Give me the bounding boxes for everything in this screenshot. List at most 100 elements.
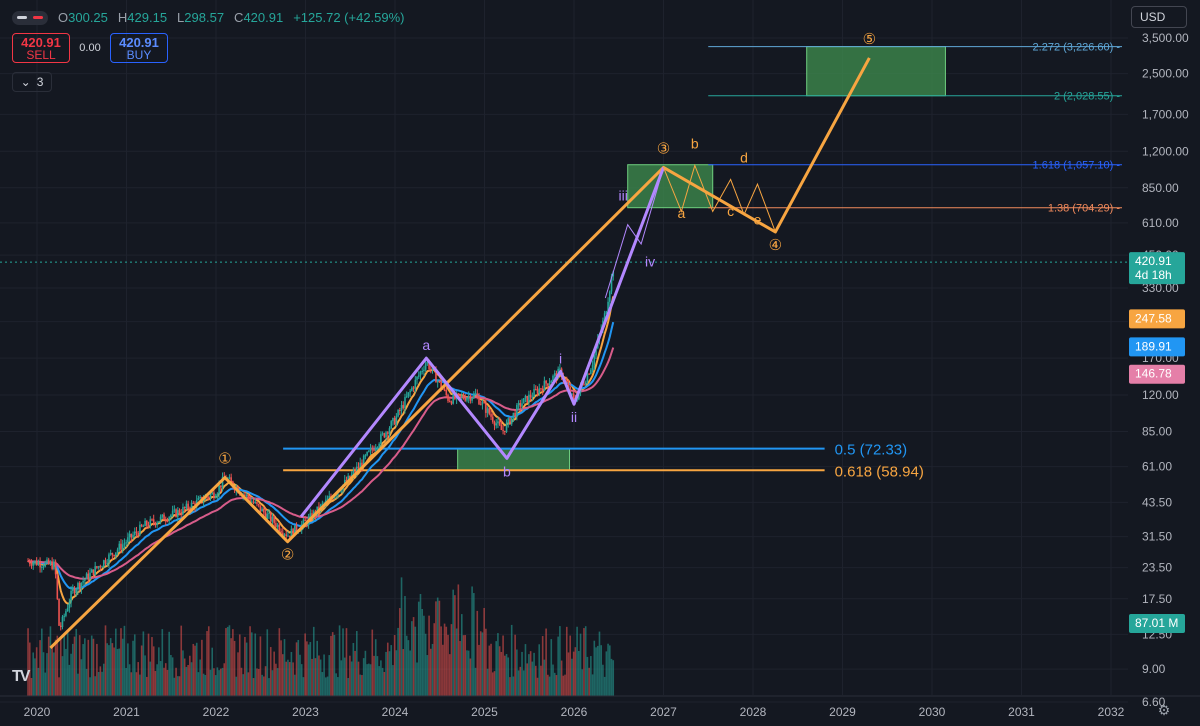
candle-body bbox=[423, 369, 425, 372]
candle-body bbox=[333, 495, 336, 499]
volume-bar bbox=[323, 654, 325, 696]
candle-body bbox=[357, 466, 360, 468]
sell-price: 420.91 bbox=[21, 35, 61, 50]
candle-body bbox=[399, 410, 401, 412]
volume-bar bbox=[144, 655, 146, 696]
candle-body bbox=[528, 394, 530, 403]
volume-bar bbox=[154, 670, 157, 696]
volume-bar bbox=[565, 626, 568, 696]
volume-bar bbox=[402, 649, 405, 696]
candle bbox=[471, 397, 473, 404]
volume-bar bbox=[180, 625, 183, 696]
candle-body bbox=[491, 416, 494, 422]
volume-bar bbox=[479, 631, 482, 696]
candle-body bbox=[271, 516, 274, 522]
time-axis[interactable]: 2020 2021 2022 2023 2024 2025 2026 2027 2028 2029… bbox=[0, 695, 1200, 719]
price-axis[interactable]: 3,500.00 2,500.00 1,700.00 1,200.00 850.00 61… bbox=[1129, 31, 1189, 709]
volume-bar bbox=[399, 608, 401, 696]
candle-body bbox=[51, 562, 53, 569]
candle bbox=[476, 389, 479, 400]
candle-body bbox=[571, 393, 573, 395]
indicators-toggle[interactable]: ⌄ 3 bbox=[12, 72, 52, 92]
currency-select[interactable]: USD bbox=[1131, 6, 1187, 28]
candle-body bbox=[53, 561, 55, 569]
volume-bar bbox=[195, 642, 198, 696]
volume-bar bbox=[562, 675, 565, 696]
volume-bar bbox=[380, 660, 382, 696]
volume-bar bbox=[328, 655, 331, 696]
volume-bar bbox=[423, 615, 425, 696]
candle-body bbox=[522, 398, 525, 404]
volume-bar bbox=[273, 651, 275, 696]
candle bbox=[49, 560, 52, 566]
candle bbox=[547, 383, 549, 391]
candle bbox=[94, 561, 96, 576]
candle-body bbox=[345, 479, 348, 482]
candle-body bbox=[354, 470, 356, 473]
candle-body bbox=[412, 387, 415, 389]
volume-bar bbox=[345, 628, 348, 696]
volume-bar bbox=[290, 651, 293, 696]
candle bbox=[491, 412, 494, 424]
candle-body bbox=[497, 421, 499, 424]
candle-body bbox=[612, 271, 615, 277]
volume-bar bbox=[541, 636, 544, 696]
candle bbox=[228, 474, 231, 480]
candle bbox=[519, 399, 522, 412]
volume-bar bbox=[65, 648, 67, 696]
candle bbox=[101, 565, 103, 568]
candle-body bbox=[543, 380, 546, 391]
candle-body bbox=[102, 560, 105, 567]
candle-body bbox=[526, 395, 528, 403]
symbol-menu-icon[interactable] bbox=[12, 10, 48, 25]
volume-bar bbox=[238, 634, 241, 696]
volume-bar bbox=[471, 586, 473, 696]
volume-bar bbox=[132, 640, 134, 696]
volume-bar bbox=[254, 633, 257, 696]
volume-bar bbox=[366, 664, 368, 696]
candle-body bbox=[164, 520, 167, 522]
volume-bar bbox=[454, 595, 456, 696]
candle bbox=[531, 392, 534, 402]
candle bbox=[61, 615, 64, 630]
candle bbox=[108, 552, 110, 568]
candle bbox=[417, 371, 420, 380]
candle-body bbox=[369, 448, 372, 451]
y-tick-label: 61.00 bbox=[1142, 460, 1172, 474]
candle-body bbox=[244, 494, 246, 496]
x-tick-label: 2028 bbox=[740, 705, 767, 719]
volume-bar bbox=[547, 674, 549, 696]
candle bbox=[423, 365, 425, 377]
volume-bar bbox=[569, 635, 572, 696]
candle-body bbox=[168, 517, 170, 521]
ema-value-tag: 247.58 bbox=[1129, 309, 1185, 329]
candle-body bbox=[462, 395, 465, 399]
candle-body bbox=[75, 589, 78, 594]
volume-bar bbox=[359, 674, 362, 696]
candle-body bbox=[37, 562, 40, 565]
volume-bar bbox=[392, 665, 394, 696]
last-price-tag-text: 420.91 bbox=[1135, 254, 1172, 268]
candle-body bbox=[509, 418, 511, 425]
candle-body bbox=[572, 393, 575, 400]
candle-body bbox=[411, 387, 413, 391]
volume-bar bbox=[490, 643, 492, 696]
fib-label: 1.38 (704.29) - bbox=[1048, 203, 1120, 215]
sell-button[interactable]: 420.91 SELL bbox=[12, 33, 70, 63]
volume-bar bbox=[553, 672, 556, 696]
candle-body bbox=[545, 380, 547, 384]
volume-bar bbox=[507, 657, 510, 696]
gear-icon[interactable]: ⚙ bbox=[1157, 702, 1171, 718]
volume-bar bbox=[56, 635, 59, 696]
candle bbox=[419, 370, 422, 380]
wave-letter-label: b bbox=[503, 463, 511, 479]
buy-button[interactable]: 420.91 BUY bbox=[110, 33, 168, 63]
candle bbox=[328, 490, 331, 500]
candle-body bbox=[213, 492, 215, 498]
candle-body bbox=[302, 519, 305, 525]
candle-body bbox=[381, 433, 384, 435]
volume-bar bbox=[176, 676, 179, 696]
candle-body bbox=[151, 519, 153, 521]
y-tick-label: 23.50 bbox=[1142, 561, 1172, 575]
